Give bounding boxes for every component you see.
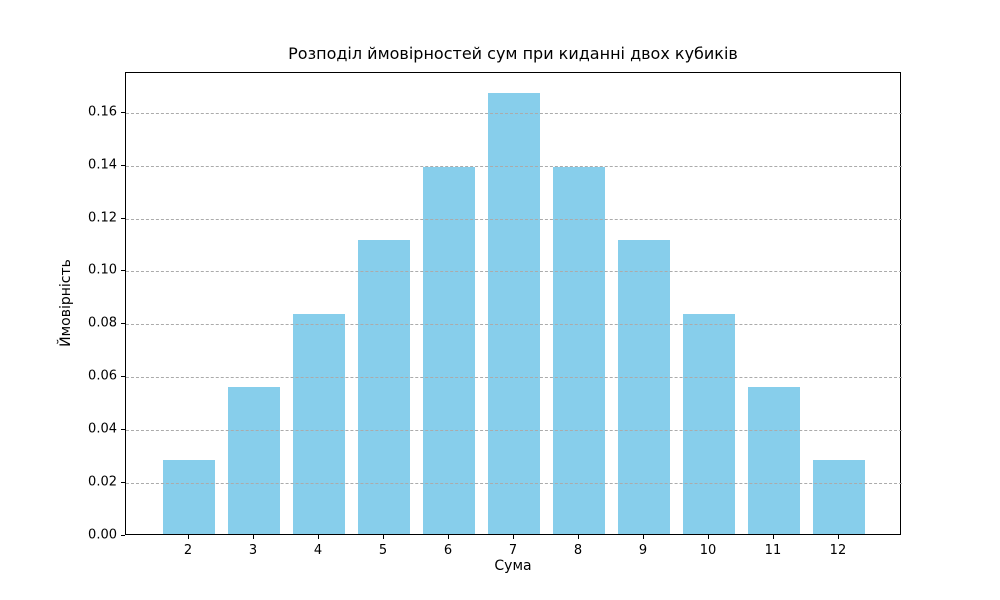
y-tick-mark bbox=[121, 482, 125, 484]
x-tick-label: 10 bbox=[699, 543, 717, 558]
plot-area bbox=[125, 72, 902, 535]
y-tick-mark bbox=[121, 323, 125, 325]
gridline-y-0.02 bbox=[126, 483, 902, 485]
bar-sum-11 bbox=[747, 386, 800, 534]
y-tick-mark bbox=[121, 376, 125, 378]
x-tick-label: 6 bbox=[443, 543, 453, 558]
bar-sum-10 bbox=[682, 313, 735, 534]
y-tick-mark bbox=[121, 217, 125, 219]
x-tick-label: 12 bbox=[829, 543, 847, 558]
bar-sum-7 bbox=[488, 92, 540, 534]
bar-sum-6 bbox=[423, 166, 475, 534]
x-tick-label: 8 bbox=[573, 543, 583, 558]
x-tick-label: 3 bbox=[248, 543, 258, 558]
x-tick-mark bbox=[513, 535, 514, 539]
x-tick-mark bbox=[837, 535, 839, 539]
x-tick-mark bbox=[253, 535, 255, 539]
bar-sum-12 bbox=[812, 460, 865, 534]
gridline-y-0.04 bbox=[126, 430, 902, 432]
gridline-y-0.1 bbox=[126, 271, 902, 273]
x-tick-label: 5 bbox=[378, 543, 388, 558]
gridline-y-0.12 bbox=[126, 218, 902, 220]
y-tick-label: 0.14 bbox=[88, 157, 117, 173]
x-tick-mark bbox=[188, 535, 190, 539]
gridline-y-0.06 bbox=[126, 377, 902, 379]
x-tick-mark bbox=[642, 535, 644, 539]
x-tick-label: 7 bbox=[508, 543, 518, 558]
chart-title: Розподіл ймовірностей сум при киданні дв… bbox=[288, 44, 738, 63]
bar-sum-4 bbox=[293, 313, 345, 534]
bar-sum-5 bbox=[358, 240, 410, 534]
x-tick-mark bbox=[448, 535, 449, 539]
gridline-y-0.14 bbox=[126, 165, 902, 167]
gridline-y-0.08 bbox=[126, 324, 902, 326]
y-tick-mark bbox=[121, 111, 125, 113]
x-tick-label: 4 bbox=[313, 543, 323, 558]
y-tick-label: 0.06 bbox=[88, 368, 117, 384]
x-tick-mark bbox=[772, 535, 774, 539]
x-tick-label: 9 bbox=[638, 543, 648, 558]
y-tick-label: 0.04 bbox=[88, 421, 117, 437]
y-tick-mark bbox=[121, 270, 125, 272]
x-tick-mark bbox=[318, 535, 320, 539]
x-tick-label: 11 bbox=[764, 543, 782, 558]
gridline-y-0.16 bbox=[126, 112, 902, 114]
bar-sum-3 bbox=[228, 386, 281, 534]
x-axis-label: Сума bbox=[494, 558, 532, 574]
x-tick-mark bbox=[577, 535, 579, 539]
y-tick-label: 0.00 bbox=[88, 527, 117, 543]
y-tick-mark bbox=[121, 429, 125, 431]
y-tick-label: 0.02 bbox=[88, 474, 117, 490]
y-tick-label: 0.12 bbox=[88, 210, 117, 225]
y-tick-mark bbox=[121, 164, 125, 166]
y-tick-label: 0.10 bbox=[88, 262, 117, 278]
x-tick-label: 2 bbox=[183, 543, 193, 558]
x-tick-mark bbox=[707, 535, 709, 539]
y-tick-label: 0.16 bbox=[88, 104, 117, 120]
bar-sum-8 bbox=[552, 166, 605, 534]
bar-sum-9 bbox=[617, 240, 670, 534]
bar-sum-2 bbox=[163, 460, 216, 534]
y-tick-label: 0.08 bbox=[88, 315, 117, 331]
x-tick-mark bbox=[383, 535, 385, 539]
y-tick-mark bbox=[121, 535, 125, 536]
